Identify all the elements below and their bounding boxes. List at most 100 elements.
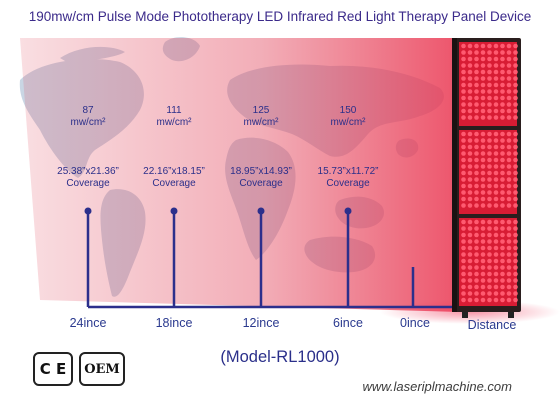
- led-dot: [461, 151, 466, 156]
- led-dot: [500, 131, 505, 137]
- led-dot: [506, 151, 512, 156]
- led-dot: [500, 226, 505, 231]
- coverage-18: 22.16”x18.15” Coverage: [129, 166, 219, 190]
- coverage-12: 18.95”x14.93” Coverage: [216, 166, 306, 190]
- axis: [86, 211, 470, 309]
- led-dot: [513, 138, 518, 143]
- led-dot: [467, 108, 473, 114]
- irradiance-unit: mw/cm²: [243, 117, 279, 128]
- led-dot: [500, 89, 505, 94]
- led-dot: [461, 69, 466, 75]
- led-dot: [480, 76, 486, 81]
- led-dot: [513, 63, 518, 68]
- led-dot: [513, 108, 518, 114]
- led-dot: [493, 50, 499, 55]
- led-dot: [506, 190, 512, 195]
- led-dot: [506, 50, 512, 55]
- led-dot: [506, 102, 512, 107]
- led-dot: [461, 190, 466, 195]
- led-dot: [474, 196, 479, 202]
- led-dot: [474, 95, 479, 101]
- led-dot: [500, 43, 505, 49]
- led-dot: [480, 203, 486, 208]
- led-dot: [493, 115, 499, 120]
- led-dot: [461, 144, 466, 150]
- led-dot: [461, 43, 466, 49]
- led-dot: [513, 89, 518, 94]
- led-dot: [513, 102, 518, 107]
- led-dot: [480, 239, 486, 244]
- led-dot: [474, 297, 479, 303]
- led-dot: [500, 50, 505, 55]
- led-dot: [467, 226, 473, 231]
- led-dot: [487, 108, 492, 114]
- led-dot: [487, 196, 492, 202]
- led-dot: [480, 95, 486, 101]
- led-dot: [500, 271, 505, 277]
- led-dot: [480, 278, 486, 283]
- led-dot: [487, 258, 492, 264]
- led-dot: [461, 265, 466, 270]
- led-dot: [461, 63, 466, 68]
- led-dot: [487, 271, 492, 277]
- led-dot: [506, 183, 512, 189]
- led-dot: [467, 82, 473, 88]
- led-dot: [480, 284, 486, 290]
- led-dot: [467, 177, 473, 182]
- led-dot: [461, 239, 466, 244]
- led-dot: [513, 291, 518, 296]
- led-dot: [487, 252, 492, 257]
- led-grid: [461, 43, 518, 303]
- led-dot: [513, 164, 518, 169]
- led-dot: [506, 138, 512, 143]
- oem-badge: OEM: [79, 352, 125, 386]
- led-dot: [467, 284, 473, 290]
- led-dot: [513, 115, 518, 120]
- led-dot: [500, 284, 505, 290]
- led-dot: [513, 190, 518, 195]
- led-dot: [474, 183, 479, 189]
- led-dot: [467, 203, 473, 208]
- led-dot: [467, 278, 473, 283]
- led-dot: [487, 131, 492, 137]
- led-dot: [513, 95, 518, 101]
- model-number: (Model-RL1000): [220, 348, 340, 366]
- led-dot: [487, 284, 492, 290]
- led-dot: [467, 138, 473, 143]
- led-dot: [480, 190, 486, 195]
- coverage-value: 15.73”x11.72”: [317, 166, 379, 177]
- led-dot: [506, 226, 512, 231]
- led-dot: [506, 76, 512, 81]
- distance-label-0: 0ince: [400, 316, 430, 330]
- led-dot: [513, 76, 518, 81]
- led-dot: [493, 219, 499, 225]
- led-dot: [500, 297, 505, 303]
- led-dot: [493, 183, 499, 189]
- led-dot: [467, 258, 473, 264]
- led-dot: [480, 258, 486, 264]
- led-dot: [467, 170, 473, 176]
- led-dot: [506, 196, 512, 202]
- led-dot: [513, 252, 518, 257]
- led-dot: [487, 56, 492, 62]
- led-dot: [506, 82, 512, 88]
- led-dot: [474, 69, 479, 75]
- led-dot: [513, 170, 518, 176]
- led-dot: [506, 239, 512, 244]
- led-dot: [506, 203, 512, 208]
- led-dot: [513, 271, 518, 277]
- led-dot: [506, 170, 512, 176]
- led-dot: [493, 190, 499, 195]
- led-dot: [474, 177, 479, 182]
- led-dot: [461, 232, 466, 238]
- distance-label-12: 12ince: [242, 316, 280, 330]
- led-dot: [500, 108, 505, 114]
- led-dot: [506, 157, 512, 163]
- led-dot: [474, 226, 479, 231]
- led-dot: [506, 278, 512, 283]
- led-dot: [480, 56, 486, 62]
- led-dot: [513, 50, 518, 55]
- led-dot: [513, 43, 518, 49]
- led-dot: [461, 297, 466, 303]
